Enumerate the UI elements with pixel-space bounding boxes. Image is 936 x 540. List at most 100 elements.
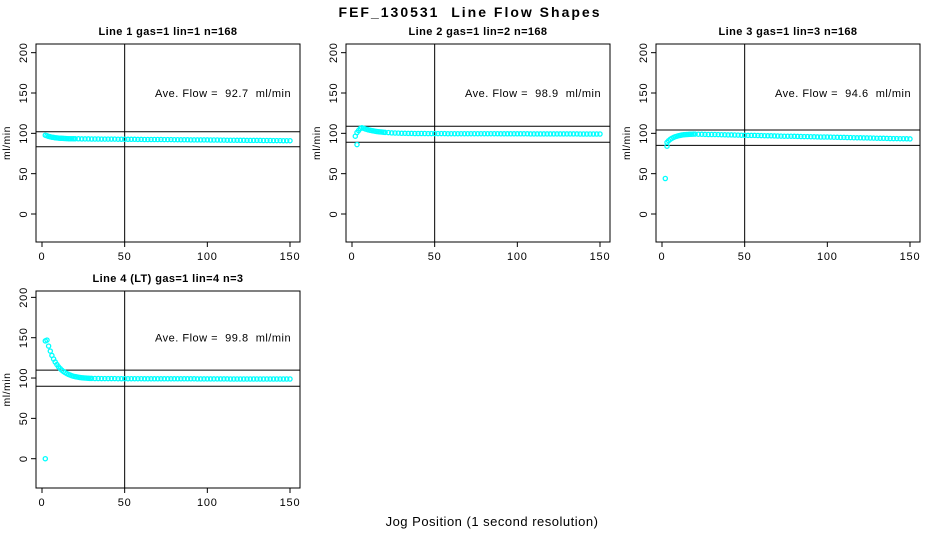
data-point xyxy=(382,129,388,136)
data-point xyxy=(92,375,98,382)
data-point xyxy=(494,130,501,137)
data-point xyxy=(168,376,174,382)
data-point xyxy=(712,131,718,138)
data-point xyxy=(270,137,277,144)
data-point xyxy=(415,130,421,137)
data-point xyxy=(354,141,360,148)
y-tick-label: 50 xyxy=(18,167,30,181)
data-point xyxy=(158,376,164,382)
ave-flow-annotation: Ave. Flow = 98.9 ml/min xyxy=(465,88,601,100)
data-point xyxy=(418,130,425,137)
data-point xyxy=(524,131,531,137)
data-point xyxy=(887,135,893,142)
data-point xyxy=(867,135,874,141)
data-point xyxy=(207,137,214,143)
data-point xyxy=(108,136,115,142)
data-point xyxy=(478,130,484,137)
data-point xyxy=(214,137,221,143)
data-point xyxy=(570,131,577,137)
data-point xyxy=(178,137,184,143)
x-tick-label: 0 xyxy=(349,251,356,263)
x-tick-label: 100 xyxy=(197,251,218,263)
data-point xyxy=(498,131,504,137)
data-point xyxy=(884,135,890,142)
data-point xyxy=(501,131,507,137)
data-point xyxy=(151,376,158,382)
data-point xyxy=(135,375,141,382)
data-point xyxy=(102,136,108,142)
data-point xyxy=(287,376,293,382)
data-point xyxy=(171,376,178,382)
data-point xyxy=(188,376,194,382)
data-point xyxy=(250,376,257,382)
data-point xyxy=(277,137,283,144)
data-point xyxy=(781,133,788,139)
data-point xyxy=(425,130,431,137)
data-point xyxy=(758,132,764,139)
data-point xyxy=(474,130,481,137)
data-point xyxy=(874,135,880,141)
y-axis-label: ml/min xyxy=(311,126,323,160)
data-point xyxy=(705,131,712,138)
x-tick-label: 50 xyxy=(118,251,132,263)
data-point xyxy=(897,135,903,142)
data-point xyxy=(808,133,814,140)
data-point xyxy=(761,132,768,139)
data-point xyxy=(537,131,544,137)
x-tick-label: 0 xyxy=(39,251,46,263)
y-tick-label: 200 xyxy=(18,42,30,63)
data-point xyxy=(435,130,441,137)
data-point xyxy=(204,137,211,143)
data-point xyxy=(108,375,115,382)
data-point xyxy=(402,130,408,137)
y-tick-label: 100 xyxy=(18,123,30,144)
data-point xyxy=(158,136,164,143)
y-axis-label: ml/min xyxy=(1,126,13,160)
data-point xyxy=(544,131,550,137)
x-tick-label: 50 xyxy=(738,251,752,263)
data-point xyxy=(95,375,101,382)
data-point xyxy=(244,137,250,144)
data-point xyxy=(504,131,511,137)
data-point xyxy=(722,132,728,138)
data-point xyxy=(392,130,398,136)
data-point xyxy=(834,134,841,141)
data-point xyxy=(821,134,827,140)
data-point xyxy=(814,134,821,140)
data-point xyxy=(441,130,448,137)
data-point xyxy=(105,375,111,382)
data-point xyxy=(837,134,844,141)
data-point xyxy=(877,135,883,142)
x-tick-label: 150 xyxy=(590,251,611,263)
data-point xyxy=(154,136,161,143)
data-point xyxy=(280,376,287,382)
data-point xyxy=(412,130,418,137)
data-point xyxy=(464,130,471,137)
data-point xyxy=(844,134,850,141)
data-point xyxy=(128,375,135,382)
plot-box xyxy=(655,43,921,243)
data-point xyxy=(894,135,900,142)
y-tick-label: 0 xyxy=(18,455,30,462)
plot-box xyxy=(35,290,301,489)
y-tick-label: 50 xyxy=(18,411,30,425)
data-point xyxy=(240,376,247,382)
subplot-3: 0 50 100 150 0 50 100 150 200 Line 3 gas=1 lin=3 … xyxy=(621,26,921,263)
data-point xyxy=(491,130,497,137)
data-point xyxy=(903,136,910,142)
y-tick-label: 150 xyxy=(638,83,650,104)
data-point xyxy=(174,136,181,143)
data-point xyxy=(794,133,801,140)
data-point xyxy=(254,376,260,382)
data-point xyxy=(468,130,474,137)
data-point xyxy=(511,131,517,137)
data-point xyxy=(748,132,755,139)
y-tick-label: 150 xyxy=(18,83,30,104)
subplot-4: 0 50 100 150 0 50 100 150 200 Line 4 (LT) gas=1 l… xyxy=(1,273,301,509)
data-point xyxy=(870,135,877,141)
data-point xyxy=(260,376,267,382)
data-point xyxy=(741,132,748,139)
subplot-title: Line 1 gas=1 lin=1 n=168 xyxy=(99,26,238,38)
data-point xyxy=(227,137,234,143)
